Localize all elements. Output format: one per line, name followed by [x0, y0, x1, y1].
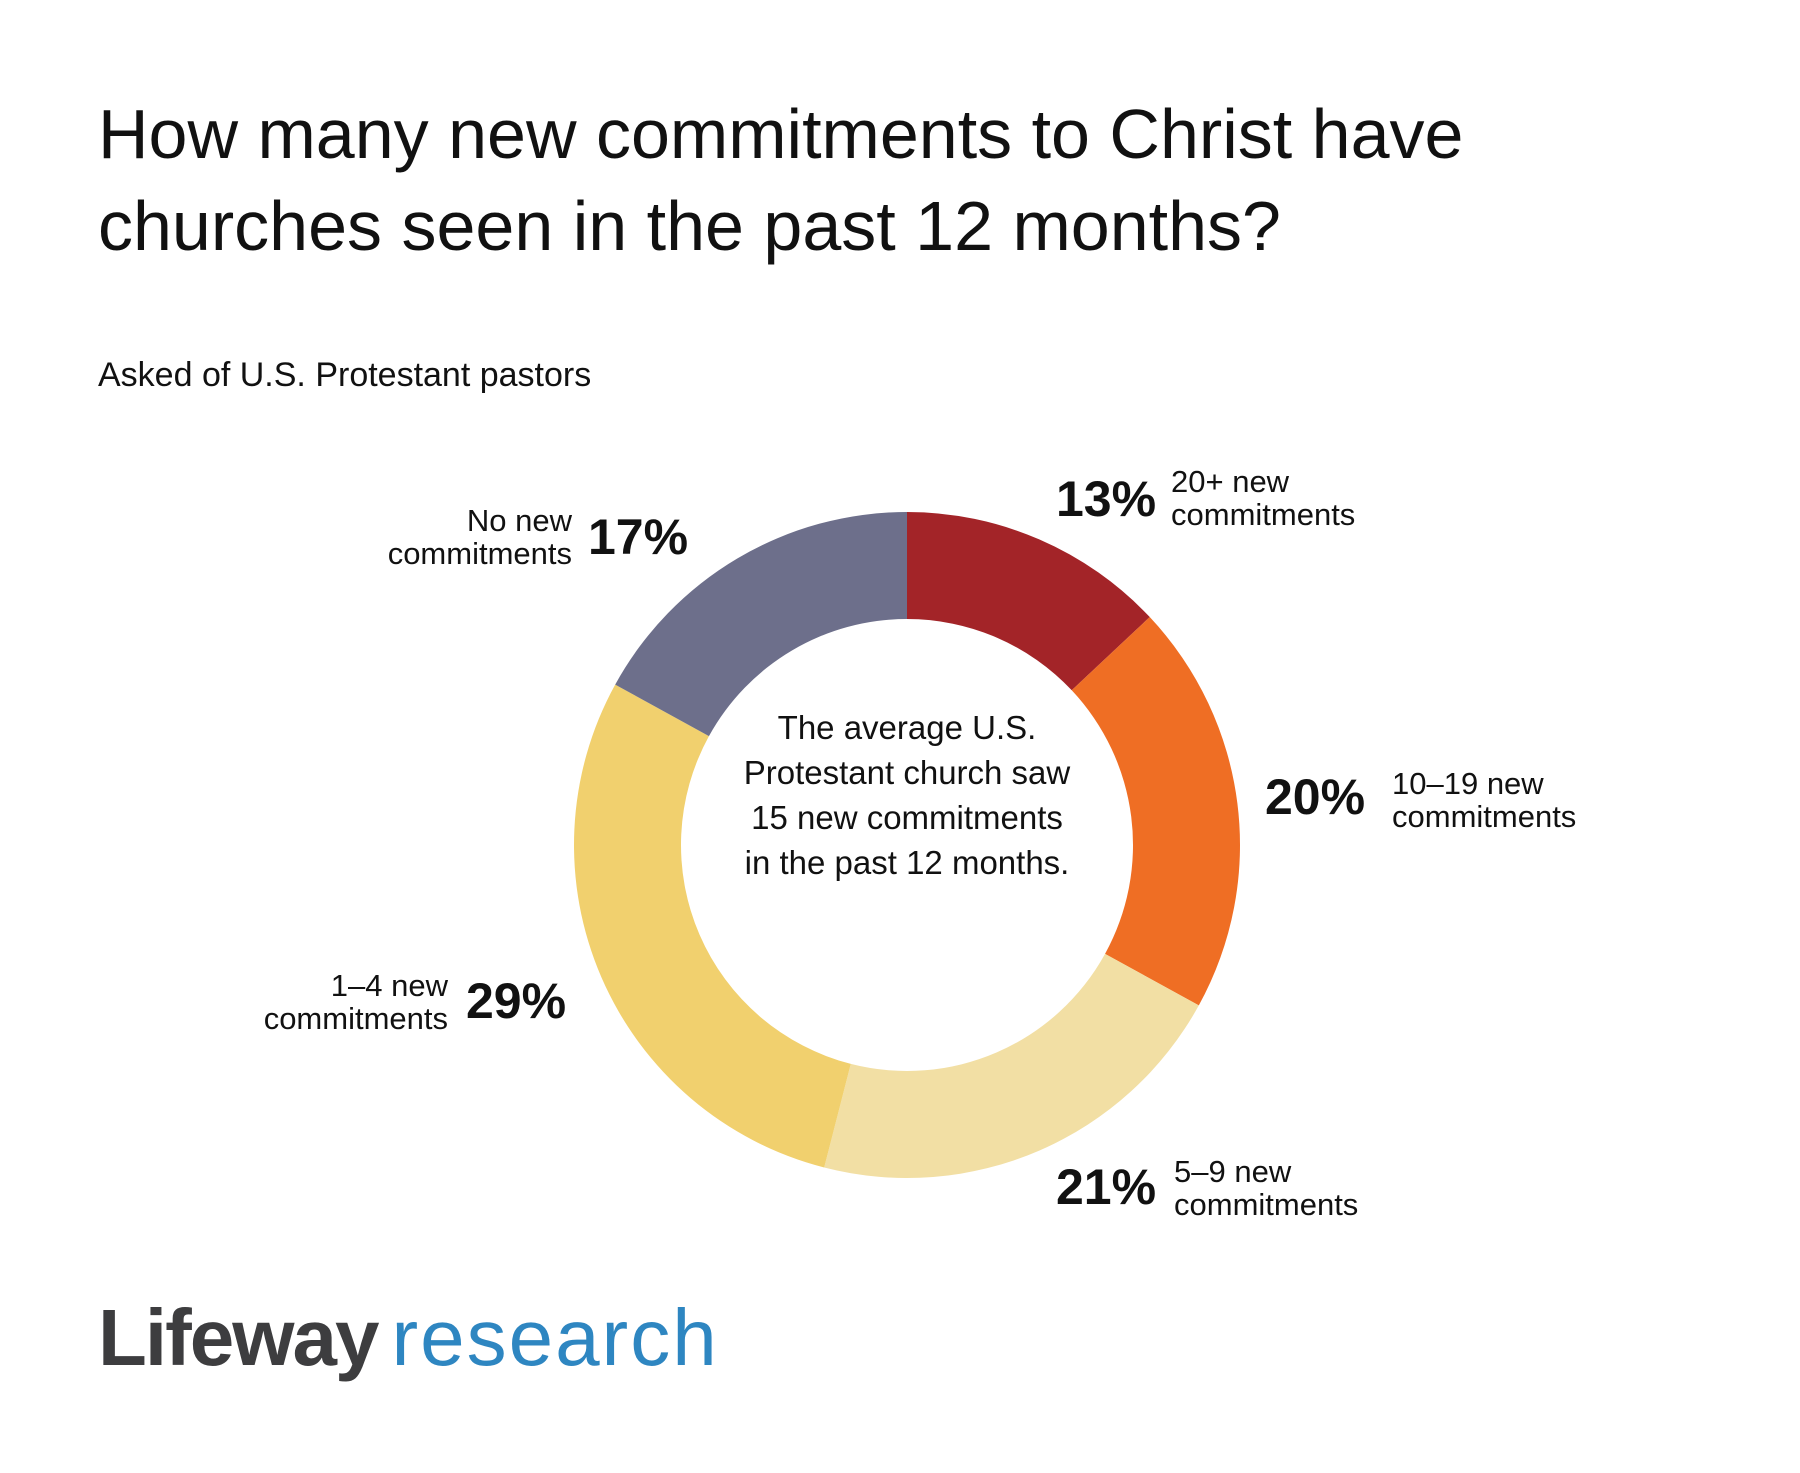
logo-sub: research [391, 1293, 719, 1382]
logo: Lifeway research [98, 1292, 719, 1384]
data-label: 17% [588, 509, 689, 565]
data-label: 29% [466, 973, 567, 1029]
data-label: 21% [1056, 1159, 1157, 1215]
chart-subtitle: Asked of U.S. Protestant pastors [98, 356, 592, 394]
donut-slice [615, 512, 907, 737]
donut-slice [824, 953, 1199, 1178]
data-label: 20% [1265, 769, 1366, 825]
category-label: No new commitments [387, 503, 572, 571]
category-label: 10–19 new commitments [1392, 766, 1577, 834]
donut-slice [574, 684, 851, 1168]
chart-title: How many new commitments to Christ have … [98, 95, 1464, 265]
category-label: 20+ new commitments [1171, 464, 1356, 532]
donut-slice [1071, 617, 1240, 1006]
center-annotation: The average U.S. Protestant church saw 1… [743, 709, 1071, 881]
donut-slice [907, 512, 1150, 691]
category-label: 5–9 new commitments [1174, 1154, 1359, 1222]
category-label: 1–4 new commitments [263, 968, 448, 1036]
data-label: 13% [1056, 471, 1157, 527]
logo-brand: Lifeway [98, 1293, 379, 1382]
